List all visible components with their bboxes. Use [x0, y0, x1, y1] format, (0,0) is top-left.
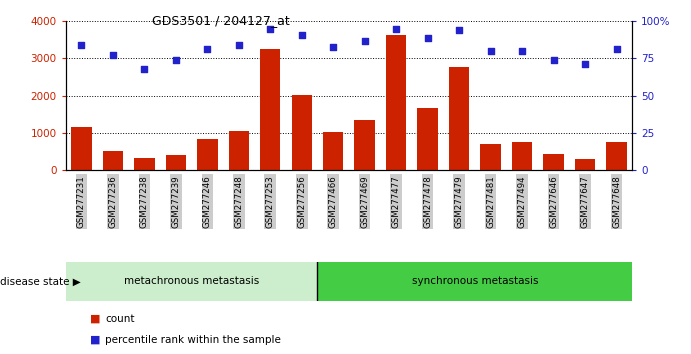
- Point: [485, 48, 496, 54]
- Point: [328, 44, 339, 49]
- Text: ■: ■: [90, 335, 100, 345]
- Text: GSM277236: GSM277236: [108, 175, 117, 228]
- Text: GSM277248: GSM277248: [234, 175, 243, 228]
- Point: [390, 26, 401, 32]
- Bar: [197, 139, 218, 170]
- Bar: [480, 144, 501, 170]
- Point: [265, 26, 276, 32]
- Point: [296, 32, 307, 38]
- Text: synchronous metastasis: synchronous metastasis: [412, 276, 538, 286]
- Text: ■: ■: [90, 314, 100, 324]
- Point: [139, 66, 150, 72]
- Bar: [323, 132, 343, 170]
- Text: GSM277646: GSM277646: [549, 175, 558, 228]
- Bar: [260, 49, 281, 170]
- Text: GSM277246: GSM277246: [202, 175, 212, 228]
- Bar: [354, 120, 375, 170]
- Bar: [449, 67, 469, 170]
- Text: GSM277647: GSM277647: [580, 175, 589, 228]
- Point: [76, 42, 87, 48]
- Bar: [543, 154, 564, 170]
- Point: [517, 48, 528, 54]
- Bar: [166, 155, 186, 170]
- Text: percentile rank within the sample: percentile rank within the sample: [105, 335, 281, 345]
- Bar: [606, 142, 627, 170]
- Bar: [134, 158, 155, 170]
- Point: [170, 57, 181, 63]
- Point: [548, 57, 559, 63]
- Text: metachronous metastasis: metachronous metastasis: [124, 276, 259, 286]
- Bar: [386, 35, 406, 170]
- Point: [580, 62, 591, 67]
- Bar: [317, 262, 632, 301]
- Text: GDS3501 / 204127_at: GDS3501 / 204127_at: [152, 14, 290, 27]
- Text: GSM277231: GSM277231: [77, 175, 86, 228]
- Point: [422, 35, 433, 40]
- Text: GSM277239: GSM277239: [171, 175, 180, 228]
- Bar: [229, 131, 249, 170]
- Bar: [575, 159, 595, 170]
- Bar: [103, 150, 123, 170]
- Text: GSM277478: GSM277478: [423, 175, 432, 228]
- Text: disease state ▶: disease state ▶: [0, 276, 81, 286]
- Text: GSM277648: GSM277648: [612, 175, 621, 228]
- Bar: [512, 142, 532, 170]
- Bar: [71, 127, 92, 170]
- Text: GSM277479: GSM277479: [455, 175, 464, 228]
- Point: [202, 47, 213, 52]
- Text: GSM277494: GSM277494: [518, 175, 527, 228]
- Text: GSM277256: GSM277256: [297, 175, 306, 228]
- Text: GSM277466: GSM277466: [329, 175, 338, 228]
- Point: [359, 38, 370, 44]
- Text: GSM277477: GSM277477: [392, 175, 401, 228]
- Text: count: count: [105, 314, 135, 324]
- Bar: [66, 262, 317, 301]
- Point: [107, 53, 118, 58]
- Text: GSM277469: GSM277469: [360, 175, 369, 228]
- Text: GSM277238: GSM277238: [140, 175, 149, 228]
- Text: GSM277253: GSM277253: [266, 175, 275, 228]
- Point: [234, 42, 245, 48]
- Text: GSM277481: GSM277481: [486, 175, 495, 228]
- Point: [611, 47, 622, 52]
- Point: [453, 27, 464, 33]
- Bar: [292, 95, 312, 170]
- Bar: [417, 108, 438, 170]
